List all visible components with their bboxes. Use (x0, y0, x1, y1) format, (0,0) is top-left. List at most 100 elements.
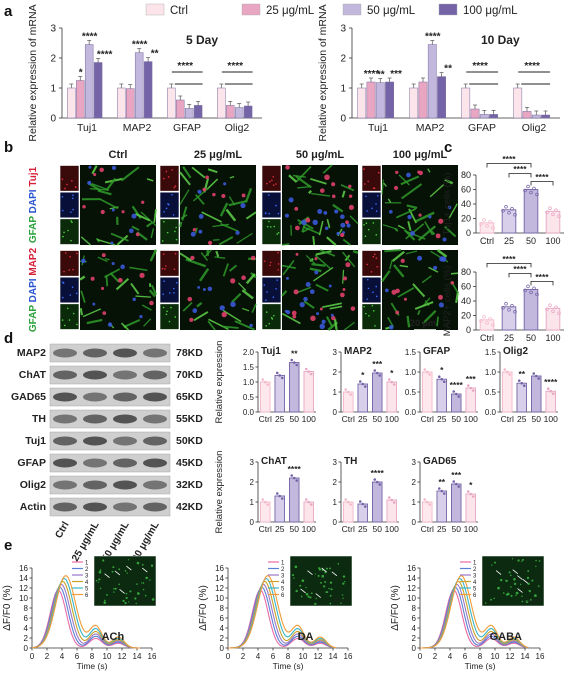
gfap-fiber (245, 211, 257, 220)
channel-thumbnail (361, 303, 382, 330)
data-point (261, 378, 265, 381)
blot-label: GAD65 (11, 391, 46, 403)
data-point (523, 288, 527, 293)
x-tick-label: 8 (478, 652, 483, 661)
axis-label-y: Relative expression of mRNA (317, 4, 329, 141)
inset-dot (342, 575, 346, 578)
nucleus (117, 277, 123, 283)
nucleus (135, 232, 140, 237)
inset-dot (513, 582, 517, 586)
inset-dot (534, 594, 537, 597)
thumbnail-dot (161, 267, 164, 270)
nucleus (305, 282, 311, 287)
bar (357, 87, 367, 119)
bar (489, 114, 498, 119)
data-point (491, 323, 495, 327)
data-point (457, 395, 461, 398)
gfap-fiber (148, 289, 156, 298)
inset-dot (521, 595, 523, 598)
inset-dot (521, 600, 524, 603)
data-point (304, 367, 308, 371)
gfap-fiber (242, 307, 250, 312)
nucleus (324, 226, 329, 231)
gfap-fiber (143, 318, 152, 327)
category-label: 100 (545, 333, 560, 343)
gfap-fiber (302, 227, 310, 233)
inset-dot (493, 597, 495, 600)
thumbnail-dot (72, 268, 74, 271)
gfap-fiber (422, 309, 437, 325)
gfap-fiber (384, 249, 402, 253)
chart-title: Tuj1 (261, 346, 281, 357)
y-tick-label: 4 (220, 624, 225, 633)
data-point (266, 503, 270, 506)
nucleus (350, 306, 356, 311)
thumbnail-dot (76, 323, 78, 326)
data-point (488, 317, 492, 321)
data-point (504, 302, 508, 306)
y-tick-label: 0.5 (243, 393, 255, 402)
data-point (466, 384, 470, 387)
thumbnail-dot (277, 251, 279, 254)
trace-line (31, 586, 140, 649)
nucleus (198, 214, 204, 219)
bar (176, 99, 185, 119)
nucleus (348, 194, 353, 198)
bar (451, 483, 462, 523)
nucleus (295, 225, 300, 231)
neurotransmitter-label: ACh (102, 631, 125, 643)
micrograph (80, 250, 156, 330)
thumbnail-dot (62, 235, 64, 238)
thumbnail-dot (374, 325, 376, 327)
trace-legend-label: 2 (473, 567, 477, 573)
data-point (546, 387, 550, 391)
thumbnail-dot (276, 233, 278, 235)
data-point (501, 209, 505, 213)
x-tick-label: 12 (118, 652, 127, 661)
gfap-fiber (120, 322, 130, 331)
gfap-fiber (400, 175, 420, 186)
inset-dot (502, 592, 505, 594)
thumbnail-dot (61, 178, 64, 181)
nucleus (291, 310, 297, 316)
nucleus (395, 288, 400, 294)
gfap-fiber (309, 267, 322, 273)
data-point (387, 378, 391, 381)
x-tick-label: 6 (271, 652, 276, 661)
blot-band (113, 480, 137, 490)
inset-dot (129, 590, 132, 593)
inset-dot (145, 576, 148, 580)
thumbnail-dot (268, 220, 270, 223)
gfap-fiber (311, 192, 331, 197)
thumbnail-dot (71, 180, 73, 182)
channel-label: DAPI (28, 276, 39, 303)
data-point (526, 184, 530, 189)
data-point (452, 390, 456, 393)
data-point (437, 375, 441, 379)
inset-dot (510, 586, 512, 588)
y-tick-label: 0 (250, 518, 255, 527)
channel-thumbnail (261, 250, 282, 277)
inset-dot (494, 561, 497, 564)
gfap-fiber (182, 166, 192, 179)
nucleus (202, 288, 206, 292)
bar (84, 44, 94, 119)
nucleus (286, 276, 289, 280)
bar (422, 371, 433, 413)
gfap-fiber (448, 203, 458, 219)
gfap-fiber (305, 254, 316, 265)
thumbnail-dot (277, 269, 279, 271)
chart-title: 5 Day (186, 33, 218, 47)
nucleus (198, 229, 203, 234)
blot-label: Tuj1 (25, 435, 46, 447)
thumbnail-dot (69, 294, 72, 296)
nucleus (348, 184, 352, 189)
y-tick-label: 2 (333, 368, 338, 377)
inset-dot (324, 581, 327, 584)
y-tick-label: 2 (340, 54, 346, 65)
inset-dot (103, 599, 106, 602)
data-point (532, 186, 536, 191)
bar (501, 306, 517, 331)
inset-dot (527, 582, 530, 586)
inset-dot (538, 560, 541, 562)
